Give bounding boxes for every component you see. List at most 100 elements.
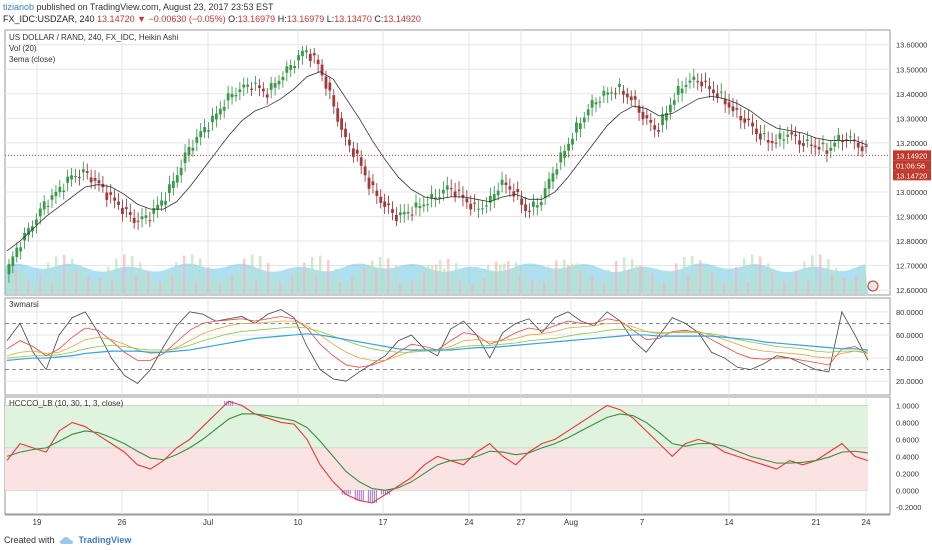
ema-line: [6, 71, 869, 252]
candle-down: [758, 133, 762, 140]
volume-bar: [787, 282, 790, 294]
volume-bar: [639, 265, 642, 294]
volume-bar: [379, 256, 382, 294]
volume-bar: [287, 280, 290, 294]
rsi-series-line: [6, 326, 868, 359]
volume-bar: [803, 261, 806, 294]
candle-down: [637, 105, 641, 113]
candle-up: [222, 106, 226, 111]
volume-bar: [455, 263, 458, 294]
volume-bar: [751, 254, 754, 294]
last-price-marker: 13.14720: [896, 171, 927, 180]
candle-up: [398, 212, 402, 216]
candle-up: [62, 190, 66, 192]
volume-bar: [407, 283, 410, 294]
candle-down: [708, 86, 711, 90]
volume-bar: [859, 276, 862, 294]
candle-down: [739, 115, 743, 121]
volume-bar: [579, 270, 582, 294]
volume-bar: [31, 283, 34, 294]
candle-up: [606, 92, 610, 95]
volume-bar: [471, 283, 474, 294]
time-tick-label: 7: [640, 518, 645, 527]
volume-bar: [739, 281, 742, 294]
candle-up: [34, 219, 38, 226]
volume-bar: [495, 261, 498, 294]
candle-up: [485, 205, 488, 207]
author-link[interactable]: tizianob: [3, 2, 35, 12]
candle-up: [543, 188, 547, 198]
volume-bar: [623, 257, 626, 294]
candle-up: [246, 84, 250, 87]
volume-bar: [167, 271, 170, 294]
candle-down: [387, 203, 390, 206]
volume-bar: [627, 269, 630, 294]
volume-bar: [851, 281, 854, 294]
tradingview-cloud-icon: [59, 536, 73, 544]
candle-down: [621, 90, 625, 95]
volume-bar: [171, 275, 174, 294]
candle-up: [672, 100, 676, 105]
volume-bar: [115, 258, 118, 294]
volume-bar: [779, 277, 782, 294]
volume-bar: [99, 277, 102, 294]
volume-bar: [267, 263, 270, 294]
candle-up: [594, 102, 598, 105]
rsi-tick-label: 80.0000: [896, 308, 923, 317]
candle-up: [531, 201, 535, 208]
volume-bar: [335, 269, 338, 294]
candle-up: [805, 139, 809, 141]
volume-bar: [367, 267, 370, 294]
volume-bar: [811, 255, 814, 294]
candle-down: [395, 215, 398, 221]
volume-bar: [679, 281, 682, 294]
volume-bar: [83, 273, 86, 294]
volume-bar: [575, 263, 578, 294]
candle-down: [367, 177, 371, 189]
candle-down: [391, 209, 394, 213]
candle-down: [825, 150, 829, 154]
candle-up: [590, 99, 594, 108]
candle-down: [371, 181, 375, 186]
volume-bar: [331, 282, 334, 294]
candle-down: [508, 186, 512, 190]
tradingview-brand[interactable]: TradingView: [78, 535, 132, 545]
price-tick-label: 13.30000: [896, 114, 927, 123]
price-tick-label: 13.40000: [896, 90, 927, 99]
volume-bar: [175, 261, 178, 294]
price-tick-label: 13.00000: [896, 188, 927, 197]
volume-bar: [343, 280, 346, 294]
candle-down: [336, 108, 340, 122]
volume-bar: [735, 266, 738, 294]
cco-tick-label: 0.6000: [896, 435, 919, 444]
volume-bar: [135, 275, 138, 294]
volume-bar: [107, 267, 110, 294]
volume-bar: [543, 282, 546, 294]
candle-up: [226, 93, 230, 101]
close-value: 13.14920: [383, 14, 421, 24]
volume-bar: [635, 266, 638, 294]
candle-down: [524, 204, 527, 212]
volume-bar: [79, 267, 82, 294]
volume-bar: [359, 269, 362, 294]
volume-bar: [327, 259, 330, 294]
candle-up: [426, 204, 430, 206]
volume-bar: [783, 281, 786, 294]
volume-bar: [387, 258, 390, 294]
candle-down: [856, 142, 860, 148]
volume-bar: [323, 280, 326, 294]
candle-down: [78, 177, 81, 179]
candle-up: [406, 212, 410, 214]
volume-bar: [539, 276, 542, 294]
candle-down: [461, 194, 465, 199]
candle-up: [269, 83, 273, 90]
volume-bar: [271, 279, 274, 294]
volume-bar: [383, 274, 386, 294]
volume-bar: [275, 273, 278, 294]
volume-bar: [19, 272, 22, 294]
candle-down: [614, 93, 617, 95]
symbol-line: FX_IDC:USDZAR, 240: [3, 14, 95, 24]
cco-zone-red: [5, 447, 868, 491]
candle-up: [281, 76, 285, 81]
